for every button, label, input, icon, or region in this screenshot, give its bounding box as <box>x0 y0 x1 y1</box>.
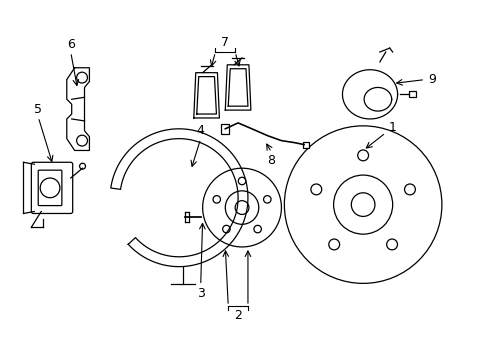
Text: 4: 4 <box>196 124 204 137</box>
Text: 2: 2 <box>234 309 242 322</box>
Text: 6: 6 <box>67 38 75 51</box>
Bar <box>303 141 308 148</box>
Text: 9: 9 <box>427 73 435 86</box>
Text: 8: 8 <box>267 154 275 167</box>
Text: 3: 3 <box>196 287 204 300</box>
Bar <box>221 124 229 134</box>
Text: 1: 1 <box>388 121 396 134</box>
Text: 5: 5 <box>34 103 42 116</box>
Bar <box>408 91 415 97</box>
Text: 7: 7 <box>221 36 229 49</box>
